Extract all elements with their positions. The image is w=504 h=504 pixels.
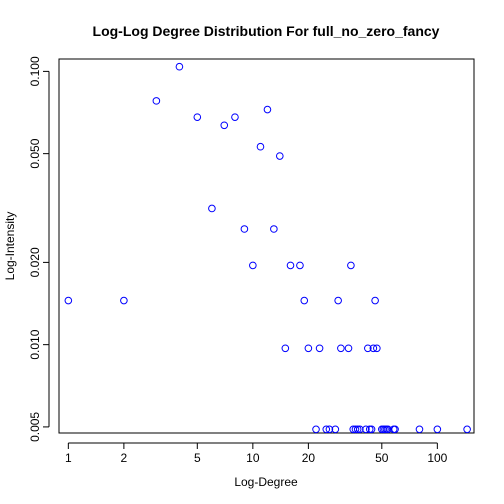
- x-axis-label: Log-Degree: [234, 475, 298, 489]
- data-point-2: [152, 97, 161, 105]
- x-tick-label-5: 50: [375, 451, 389, 465]
- x-tick-label-2: 5: [194, 451, 201, 465]
- data-point-14: [281, 344, 290, 353]
- y-tick-label-2: 0.020: [28, 247, 42, 277]
- data-point-22: [325, 425, 334, 434]
- data-point-16: [296, 261, 304, 270]
- data-point-19: [312, 425, 320, 434]
- data-point-37: [371, 296, 379, 305]
- data-point-15: [286, 261, 295, 270]
- data-point-23: [331, 425, 340, 434]
- data-point-24: [334, 296, 342, 305]
- data-point-25: [337, 344, 345, 353]
- data-point-26: [344, 344, 353, 353]
- data-point-11: [263, 105, 272, 114]
- data-point-3: [175, 62, 184, 71]
- data-point-8: [240, 225, 249, 233]
- x-axis: 1 2 5 10 20 50 100: [65, 442, 448, 465]
- data-point-47: [433, 425, 442, 434]
- y-tick-label-0: 0.005: [28, 412, 42, 442]
- data-point-7: [231, 113, 239, 121]
- data-point-9: [249, 261, 257, 270]
- data-point-32: [362, 425, 370, 434]
- data-point-4: [193, 113, 202, 121]
- data-point-6: [220, 121, 229, 130]
- data-point-1: [120, 296, 128, 305]
- data-point-18: [304, 344, 313, 353]
- x-tick-label-6: 100: [427, 451, 447, 465]
- y-axis: 0.005 0.010 0.020 0.050 0.100: [28, 56, 50, 442]
- x-tick-label-3: 10: [246, 451, 260, 465]
- data-point-12: [270, 225, 278, 233]
- data-point-31: [356, 425, 364, 434]
- y-tick-label-1: 0.010: [28, 329, 42, 359]
- chart-title: Log-Log Degree Distribution For full_no_…: [93, 23, 440, 39]
- data-point-10: [256, 142, 265, 151]
- y-tick-label-3: 0.050: [28, 138, 42, 168]
- data-point-33: [364, 344, 372, 353]
- data-point-17: [300, 296, 309, 305]
- x-tick-label-1: 2: [121, 451, 128, 465]
- data-point-35: [367, 425, 376, 434]
- data-point-38: [373, 344, 381, 353]
- plot-frame: [58, 58, 475, 434]
- data-point-13: [276, 152, 284, 160]
- data-point-20: [315, 344, 324, 353]
- data-point-30: [353, 425, 362, 434]
- data-point-36: [369, 344, 378, 353]
- x-tick-label-4: 20: [302, 451, 316, 465]
- data-point-45: [391, 425, 399, 434]
- data-point-5: [208, 204, 216, 213]
- data-point-46: [415, 425, 424, 434]
- points-layer: [64, 62, 471, 434]
- data-point-0: [64, 296, 73, 305]
- x-tick-label-0: 1: [65, 451, 72, 465]
- y-axis-label: Log-Intensity: [3, 212, 17, 281]
- y-tick-label-4: 0.100: [28, 56, 42, 86]
- data-point-29: [351, 425, 360, 434]
- data-point-21: [322, 425, 331, 434]
- data-point-48: [463, 425, 471, 434]
- data-point-27: [347, 261, 355, 270]
